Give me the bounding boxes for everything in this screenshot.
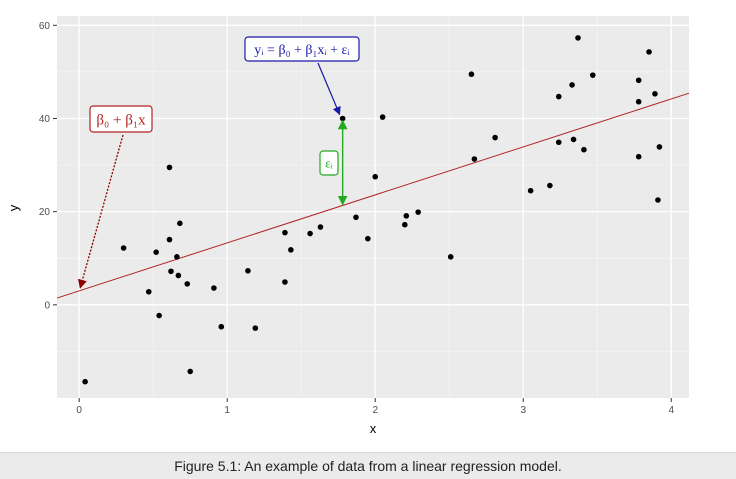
data-point [447,254,454,260]
data-point [153,249,159,255]
data-point [187,368,194,375]
y-tick-label: 20 [39,207,51,218]
data-point [184,281,191,287]
y-axis-title: y [6,204,21,211]
data-point [555,139,562,146]
data-point [166,236,173,243]
data-point [652,90,658,97]
data-point [211,285,217,291]
data-point [635,98,642,105]
data-point [570,136,577,143]
error-label-text: εᵢ [325,156,333,171]
data-point [471,156,478,162]
data-point [575,35,581,41]
data-point [646,49,652,55]
model-label-arrow [317,62,341,116]
line-label-arrow [78,134,124,289]
data-point [177,220,183,227]
figure-caption: Figure 5.1: An example of data from a li… [174,458,562,474]
data-point [156,312,162,319]
x-axis-ticks: 0 1 2 3 4 [76,398,674,416]
x-tick-label: 4 [668,405,674,416]
data-point [492,134,498,141]
y-tick-label: 0 [44,300,50,311]
error-label: εᵢ [319,150,339,176]
data-point [581,146,587,153]
x-tick-label: 3 [520,405,526,416]
data-point [82,378,88,385]
data-point [282,229,288,236]
data-point [282,279,288,285]
data-point [379,114,386,120]
x-axis-title: x [370,421,377,436]
regression-chart: 0 1 2 3 4 0 20 40 60 yᵢ = β₀ + β₁xᵢ + εᵢ β₀ + β₁… [6,16,690,436]
regression-line-group [56,92,690,299]
regression-line [56,92,690,299]
x-tick-label: 0 [76,405,82,416]
data-point [317,224,324,230]
annotations: yᵢ = β₀ + β₁xᵢ + εᵢ β₀ + β₁x εᵢ [78,36,360,289]
model-equation-label-text: yᵢ = β₀ + β₁xᵢ + εᵢ [254,43,350,58]
error-label-box [319,150,339,176]
model-equation-label: yᵢ = β₀ + β₁xᵢ + εᵢ [244,36,360,62]
data-point [655,197,661,203]
major-gridlines [57,16,689,398]
data-point [402,221,408,228]
data-point [415,209,421,215]
x-tick-label: 1 [224,405,230,416]
data-point [635,77,642,84]
y-tick-label: 60 [39,21,51,32]
line-equation-label-text: β₀ + β₁x [96,112,146,128]
data-point [288,247,294,253]
data-point [635,153,642,160]
data-point [120,245,127,251]
data-point [168,268,174,275]
data-point [252,325,259,331]
data-point [145,288,152,295]
data-point [403,213,410,219]
data-point [174,254,180,260]
data-point [656,144,663,150]
data-point [468,71,475,78]
data-point [307,230,313,237]
line-equation-label: β₀ + β₁x [89,105,153,133]
data-point [353,214,359,221]
data-point [527,187,534,194]
y-axis-ticks: 0 20 40 60 [39,21,57,311]
data-point [218,323,225,330]
data-point [547,182,553,189]
data-point [166,164,173,171]
data-point [245,268,251,274]
y-tick-label: 40 [39,114,51,125]
data-point [365,235,371,242]
data-point [372,173,379,180]
plot-panel [57,16,689,398]
data-point [569,82,575,88]
data-point [175,272,182,279]
x-tick-label: 2 [372,405,378,416]
data-point [555,93,562,100]
line-equation-label-box [89,105,153,133]
data-point [589,72,596,78]
minor-gridlines [57,16,689,398]
data-point [339,115,346,122]
model-equation-label-box [244,36,360,62]
data-points [82,35,663,385]
caption-bar: Figure 5.1: An example of data from a li… [0,452,736,479]
